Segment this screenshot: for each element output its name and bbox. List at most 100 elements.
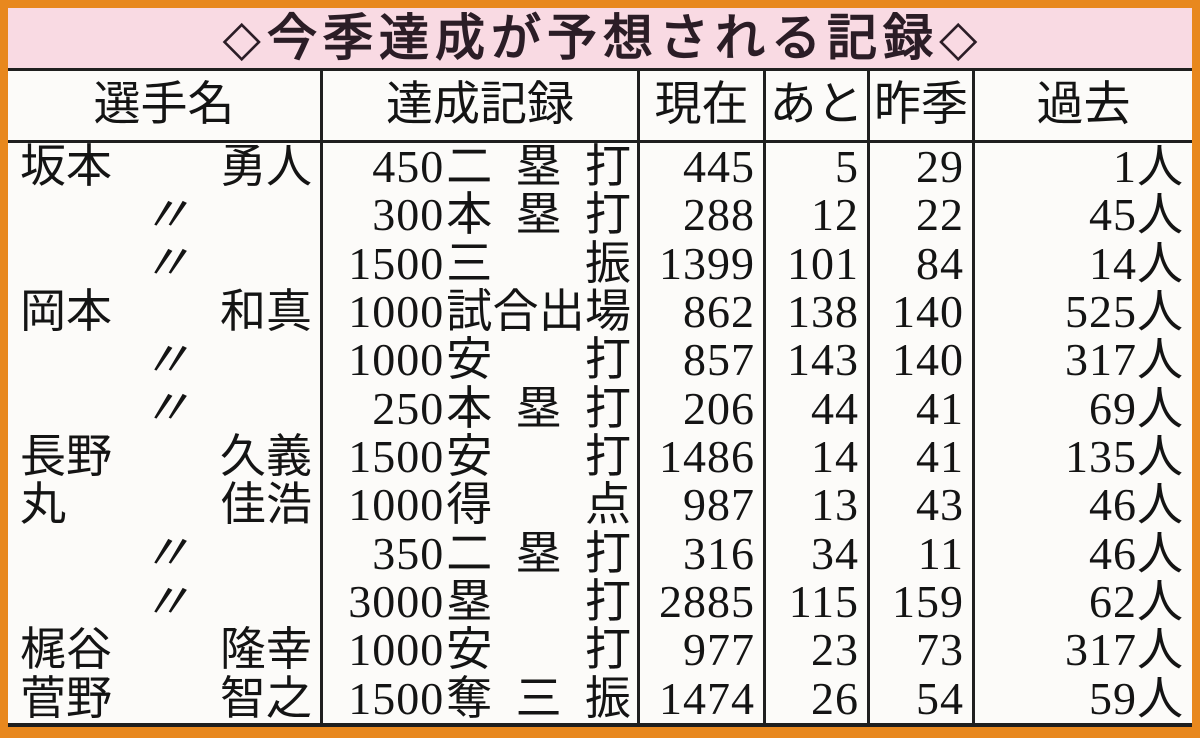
ditto-mark: 〃 xyxy=(141,384,191,433)
last-season-value-cell: 84 xyxy=(867,239,972,288)
last-season-value-cell: 140 xyxy=(867,287,972,337)
player-family-name: 岡本 xyxy=(20,287,112,337)
player-name-cell: 〃 xyxy=(8,191,320,239)
player-given-name: 勇人 xyxy=(220,143,312,192)
player-name-cell: 〃 xyxy=(8,240,320,288)
past-achievers-cell: 317人 xyxy=(972,626,1192,675)
record-target-number: 450 xyxy=(372,143,445,192)
current-value-cell: 862 xyxy=(637,287,763,337)
remaining-value-cell: 138 xyxy=(763,287,867,337)
player-name: 坂本 勇人 xyxy=(20,144,312,190)
record-category: 奪三振 xyxy=(446,674,631,723)
player-family-name: 長野 xyxy=(20,432,112,482)
stats-panel: ◇今季達成が予想される記録◇ 選手名 達成記録 現在 あと 昨季 過去 坂本 勇人… xyxy=(8,8,1192,727)
record-target-number: 1500 xyxy=(348,674,445,723)
record-category: 試合出場 xyxy=(446,287,631,337)
last-season-value-cell: 11 xyxy=(867,529,972,578)
column-header-current: 現在 xyxy=(637,71,763,143)
player-given-name: 久義 xyxy=(220,432,312,482)
remaining-value-cell: 143 xyxy=(763,336,867,385)
past-achievers-cell: 69人 xyxy=(972,384,1192,433)
player-name: 丸 佳浩 xyxy=(20,482,312,528)
current-value-cell: 316 xyxy=(637,529,763,578)
last-season-value-cell: 29 xyxy=(867,143,972,192)
last-season-value-cell: 22 xyxy=(867,191,972,240)
player-given-name: 隆幸 xyxy=(220,626,312,675)
record-target-number: 3000 xyxy=(348,577,445,627)
record-cell: 3000 塁 打 xyxy=(320,577,637,627)
past-achievers-cell: 317人 xyxy=(972,336,1192,385)
player-name-cell: 丸 佳浩 xyxy=(8,481,320,529)
last-season-value-cell: 140 xyxy=(867,336,972,385)
record-cell: 1500 安 打 xyxy=(320,432,637,482)
current-value-cell: 987 xyxy=(637,481,763,530)
record-target-number: 1000 xyxy=(348,336,445,385)
page-title: ◇今季達成が予想される記録◇ xyxy=(222,10,984,66)
last-season-value-cell: 159 xyxy=(867,577,972,627)
player-name: 菅野 智之 xyxy=(20,674,312,723)
remaining-value-cell: 101 xyxy=(763,239,867,288)
player-name-cell: 〃 xyxy=(8,336,320,384)
player-given-name: 佳浩 xyxy=(220,481,312,530)
player-family-name: 梶谷 xyxy=(20,626,112,675)
record-cell: 450 二塁打 xyxy=(320,143,637,192)
player-name: 梶谷 隆幸 xyxy=(20,627,312,673)
ditto-mark: 〃 xyxy=(141,191,191,240)
past-achievers-cell: 46人 xyxy=(972,529,1192,578)
player-name-cell: 〃 xyxy=(8,578,320,626)
last-season-value-cell: 54 xyxy=(867,674,972,723)
last-season-value-cell: 41 xyxy=(867,384,972,433)
last-season-value-cell: 73 xyxy=(867,626,972,675)
records-table: 選手名 達成記録 現在 あと 昨季 過去 坂本 勇人 450 二塁打 445 5 29 1人〃… xyxy=(8,68,1192,727)
player-given-name: 智之 xyxy=(220,674,312,723)
player-name-cell: 岡本 和真 xyxy=(8,288,320,336)
ditto-mark: 〃 xyxy=(141,239,191,288)
ditto-mark: 〃 xyxy=(141,529,191,578)
player-name-cell: 長野 久義 xyxy=(8,433,320,481)
past-achievers-cell: 525人 xyxy=(972,287,1192,337)
remaining-value-cell: 14 xyxy=(763,432,867,482)
record-category: 安 打 xyxy=(446,336,631,385)
remaining-value-cell: 13 xyxy=(763,481,867,530)
record-category: 安 打 xyxy=(446,626,631,675)
record-target-number: 1000 xyxy=(348,626,445,675)
player-given-name: 和真 xyxy=(220,287,312,337)
record-cell: 1000 安 打 xyxy=(320,336,637,385)
player-name: 長野 久義 xyxy=(20,434,312,480)
remaining-value-cell: 44 xyxy=(763,384,867,433)
player-name: 岡本 和真 xyxy=(20,289,312,335)
record-category: 本塁打 xyxy=(446,191,631,240)
remaining-value-cell: 26 xyxy=(763,674,867,723)
record-cell: 250 本塁打 xyxy=(320,384,637,433)
record-target-number: 1000 xyxy=(348,481,445,530)
column-header-record: 達成記録 xyxy=(320,71,637,143)
record-target-number: 350 xyxy=(372,529,445,578)
player-family-name: 丸 xyxy=(20,481,66,530)
current-value-cell: 445 xyxy=(637,143,763,192)
remaining-value-cell: 12 xyxy=(763,191,867,240)
current-value-cell: 1486 xyxy=(637,432,763,482)
past-achievers-cell: 62人 xyxy=(972,577,1192,627)
current-value-cell: 288 xyxy=(637,191,763,240)
player-name-cell: 〃 xyxy=(8,385,320,433)
record-target-number: 1000 xyxy=(348,287,445,337)
past-achievers-cell: 59人 xyxy=(972,674,1192,723)
record-target-number: 1500 xyxy=(348,432,445,482)
past-achievers-cell: 46人 xyxy=(972,481,1192,530)
record-category: 得 点 xyxy=(446,481,631,530)
record-cell: 350 二塁打 xyxy=(320,529,637,578)
current-value-cell: 1474 xyxy=(637,674,763,723)
past-achievers-cell: 14人 xyxy=(972,239,1192,288)
record-cell: 1500 三 振 xyxy=(320,239,637,288)
ditto-mark: 〃 xyxy=(141,577,191,627)
record-category: 二塁打 xyxy=(446,529,631,578)
record-cell: 1000 試合出場 xyxy=(320,287,637,337)
column-header-remaining: あと xyxy=(763,71,867,143)
past-achievers-cell: 1人 xyxy=(972,143,1192,192)
remaining-value-cell: 115 xyxy=(763,577,867,627)
record-target-number: 250 xyxy=(372,384,445,433)
last-season-value-cell: 41 xyxy=(867,432,972,482)
current-value-cell: 1399 xyxy=(637,239,763,288)
column-header-player: 選手名 xyxy=(8,71,320,143)
record-cell: 1000 安 打 xyxy=(320,626,637,675)
